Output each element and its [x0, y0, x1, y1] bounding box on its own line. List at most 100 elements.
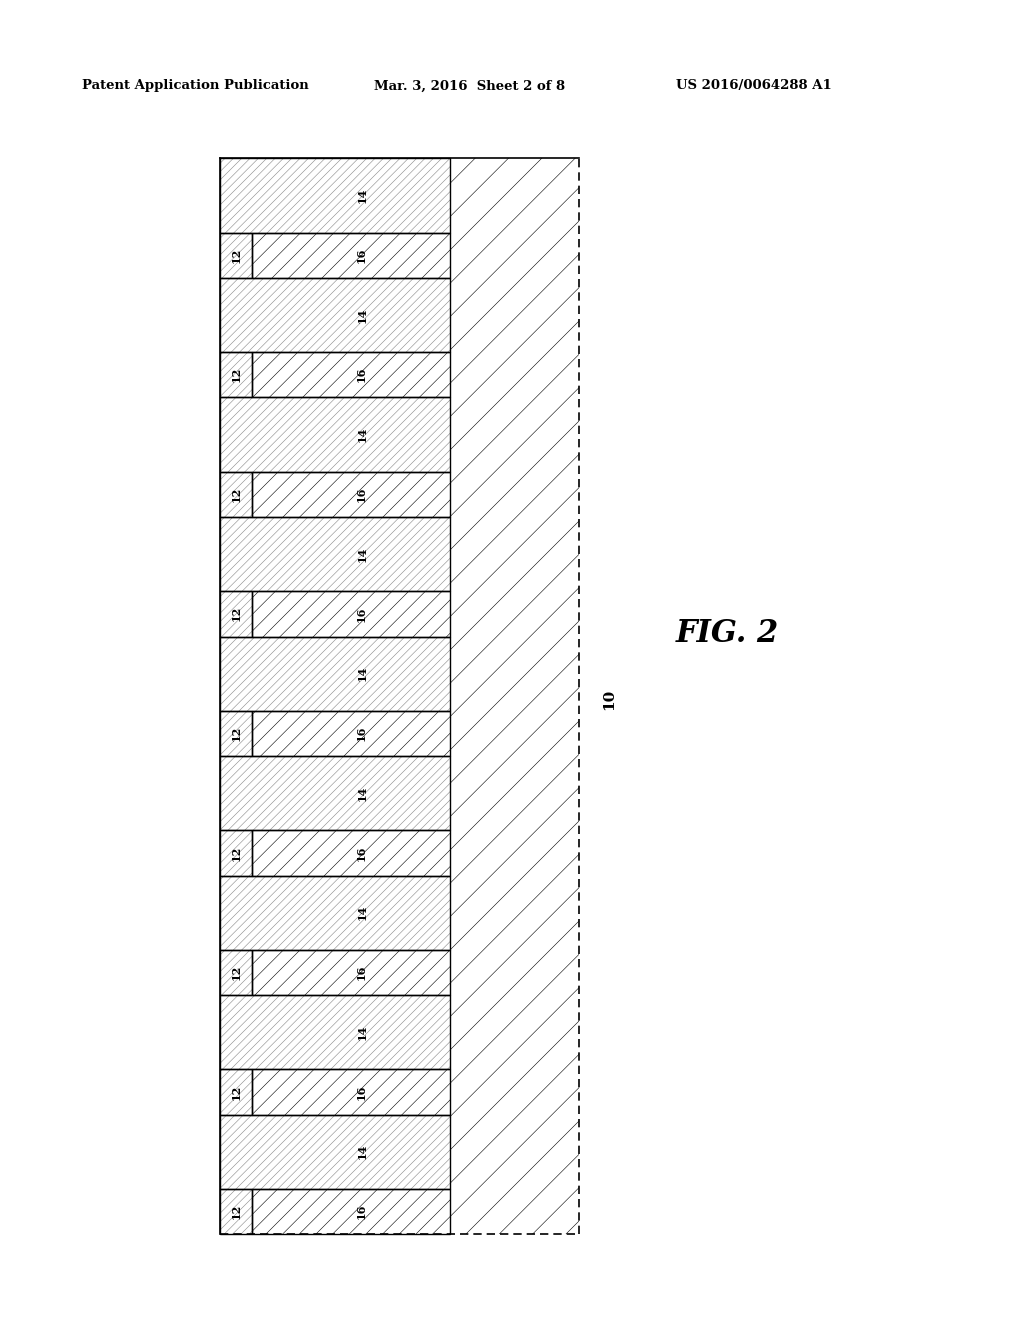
Bar — [220, 1189, 252, 1234]
Bar — [220, 710, 252, 756]
Bar — [252, 471, 450, 517]
Bar — [220, 756, 450, 830]
Bar — [252, 830, 450, 875]
Bar — [252, 352, 450, 397]
Bar — [220, 995, 450, 1069]
Text: 16: 16 — [355, 248, 367, 263]
Bar — [220, 949, 252, 995]
Bar — [220, 949, 252, 995]
Bar — [252, 471, 450, 517]
Text: 14: 14 — [357, 785, 368, 801]
Bar — [220, 232, 252, 279]
Text: 16: 16 — [355, 965, 367, 981]
Bar — [252, 471, 450, 517]
Bar — [220, 517, 450, 591]
Bar — [220, 158, 450, 232]
Bar — [252, 591, 450, 636]
Text: 14: 14 — [357, 187, 368, 203]
Bar — [220, 830, 252, 875]
Bar — [252, 1069, 450, 1114]
Bar — [252, 591, 450, 636]
Text: 16: 16 — [355, 1204, 367, 1220]
Text: 14: 14 — [357, 665, 368, 681]
Bar — [220, 279, 450, 352]
Bar — [220, 830, 252, 875]
Bar — [220, 710, 252, 756]
Bar — [252, 830, 450, 875]
Text: 14: 14 — [357, 1144, 368, 1159]
Bar — [252, 710, 450, 756]
Bar — [220, 1069, 252, 1114]
Bar — [220, 471, 252, 517]
Bar — [252, 1189, 450, 1234]
Bar — [252, 949, 450, 995]
Bar — [220, 1069, 252, 1114]
Bar — [220, 636, 450, 710]
Bar — [252, 352, 450, 397]
Text: 14: 14 — [357, 426, 368, 442]
Text: 12: 12 — [230, 248, 242, 263]
Text: Patent Application Publication: Patent Application Publication — [82, 79, 308, 92]
Text: Mar. 3, 2016  Sheet 2 of 8: Mar. 3, 2016 Sheet 2 of 8 — [374, 79, 565, 92]
Bar — [252, 949, 450, 995]
Text: 14: 14 — [357, 906, 368, 920]
Bar — [220, 1114, 450, 1189]
Text: 12: 12 — [230, 606, 242, 622]
Bar — [220, 232, 252, 279]
Text: 12: 12 — [230, 1084, 242, 1100]
Bar — [220, 1069, 252, 1114]
Text: 12: 12 — [230, 367, 242, 383]
Text: 12: 12 — [230, 845, 242, 861]
Text: 12: 12 — [230, 965, 242, 979]
Bar — [220, 279, 450, 352]
Bar — [220, 636, 450, 710]
Text: 10: 10 — [602, 689, 616, 710]
Bar — [220, 471, 252, 517]
Bar — [220, 830, 252, 875]
Bar — [220, 591, 252, 636]
Bar — [220, 949, 252, 995]
Bar — [220, 158, 450, 232]
Bar — [252, 232, 450, 279]
Bar — [220, 756, 450, 830]
Bar — [252, 591, 450, 636]
Bar — [252, 1069, 450, 1114]
Text: 16: 16 — [355, 367, 367, 383]
Bar — [220, 636, 450, 710]
Text: 16: 16 — [355, 1084, 367, 1100]
Bar — [220, 875, 450, 949]
Bar — [220, 995, 450, 1069]
Bar — [220, 232, 252, 279]
Bar — [220, 591, 252, 636]
Text: 14: 14 — [357, 308, 368, 322]
Text: 16: 16 — [355, 726, 367, 741]
Text: US 2016/0064288 A1: US 2016/0064288 A1 — [676, 79, 831, 92]
Bar — [252, 949, 450, 995]
Text: 12: 12 — [230, 1204, 242, 1220]
Bar — [220, 517, 450, 591]
Bar — [220, 352, 252, 397]
Bar — [220, 1114, 450, 1189]
Bar — [220, 1114, 450, 1189]
Bar — [220, 158, 579, 1234]
Text: 14: 14 — [357, 1024, 368, 1040]
Text: 14: 14 — [357, 546, 368, 562]
Text: 12: 12 — [230, 726, 242, 741]
Bar — [220, 397, 450, 471]
Bar — [220, 591, 252, 636]
Bar — [252, 232, 450, 279]
Bar — [220, 397, 450, 471]
Bar — [220, 471, 252, 517]
Bar — [252, 710, 450, 756]
Text: 16: 16 — [355, 845, 367, 861]
Bar — [252, 710, 450, 756]
Text: 16: 16 — [355, 606, 367, 622]
Bar — [252, 232, 450, 279]
Bar — [220, 875, 450, 949]
Bar — [220, 1189, 252, 1234]
Text: 16: 16 — [355, 487, 367, 502]
Bar — [220, 875, 450, 949]
Bar — [252, 1189, 450, 1234]
Bar — [220, 352, 252, 397]
Bar — [220, 1189, 252, 1234]
